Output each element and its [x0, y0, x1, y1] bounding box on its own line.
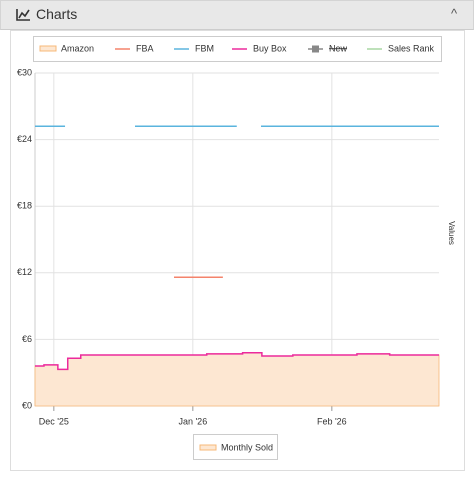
legend-item[interactable]: Sales Rank — [367, 43, 435, 53]
legend-label: Monthly Sold — [221, 442, 273, 452]
y-tick-label: €6 — [22, 334, 32, 344]
legend-item[interactable]: FBM — [174, 43, 214, 53]
legend-marker — [312, 45, 319, 53]
y-tick-label: €24 — [17, 134, 32, 144]
legend-item[interactable]: FBA — [115, 43, 154, 53]
y-tick-label: €0 — [22, 400, 32, 410]
y-tick-label: €12 — [17, 267, 32, 277]
legend-item[interactable]: Buy Box — [232, 43, 287, 53]
legend-label: New — [329, 43, 348, 53]
legend-label: FBM — [195, 43, 214, 53]
y-tick-label: €30 — [17, 67, 32, 77]
area — [34, 352, 440, 407]
x-tick-label: Feb '26 — [317, 416, 347, 426]
x-tick-label: Dec '25 — [39, 416, 69, 426]
panel-header[interactable]: Charts ^ — [0, 0, 474, 30]
legend-item[interactable]: New — [308, 43, 348, 53]
legend-swatch — [39, 45, 57, 52]
legend-label: FBA — [136, 43, 154, 53]
legend-label: Buy Box — [253, 43, 287, 53]
chart-icon — [16, 9, 30, 21]
panel-title: Charts — [36, 6, 78, 22]
legend-label: Amazon — [61, 43, 94, 53]
legend-item[interactable]: Amazon — [39, 43, 94, 53]
collapse-caret[interactable]: ^ — [451, 6, 458, 21]
line — [35, 351, 439, 371]
y-axis-title: Values — [447, 221, 456, 245]
legend-label: Sales Rank — [388, 43, 435, 53]
y-tick-label: €18 — [17, 201, 32, 211]
chart: Values €0 €6 €12 €18 €24 €30 Dec '25 Jan '26 Feb… — [10, 30, 465, 471]
legend-swatch — [199, 444, 217, 451]
x-tick-label: Jan '26 — [178, 416, 207, 426]
